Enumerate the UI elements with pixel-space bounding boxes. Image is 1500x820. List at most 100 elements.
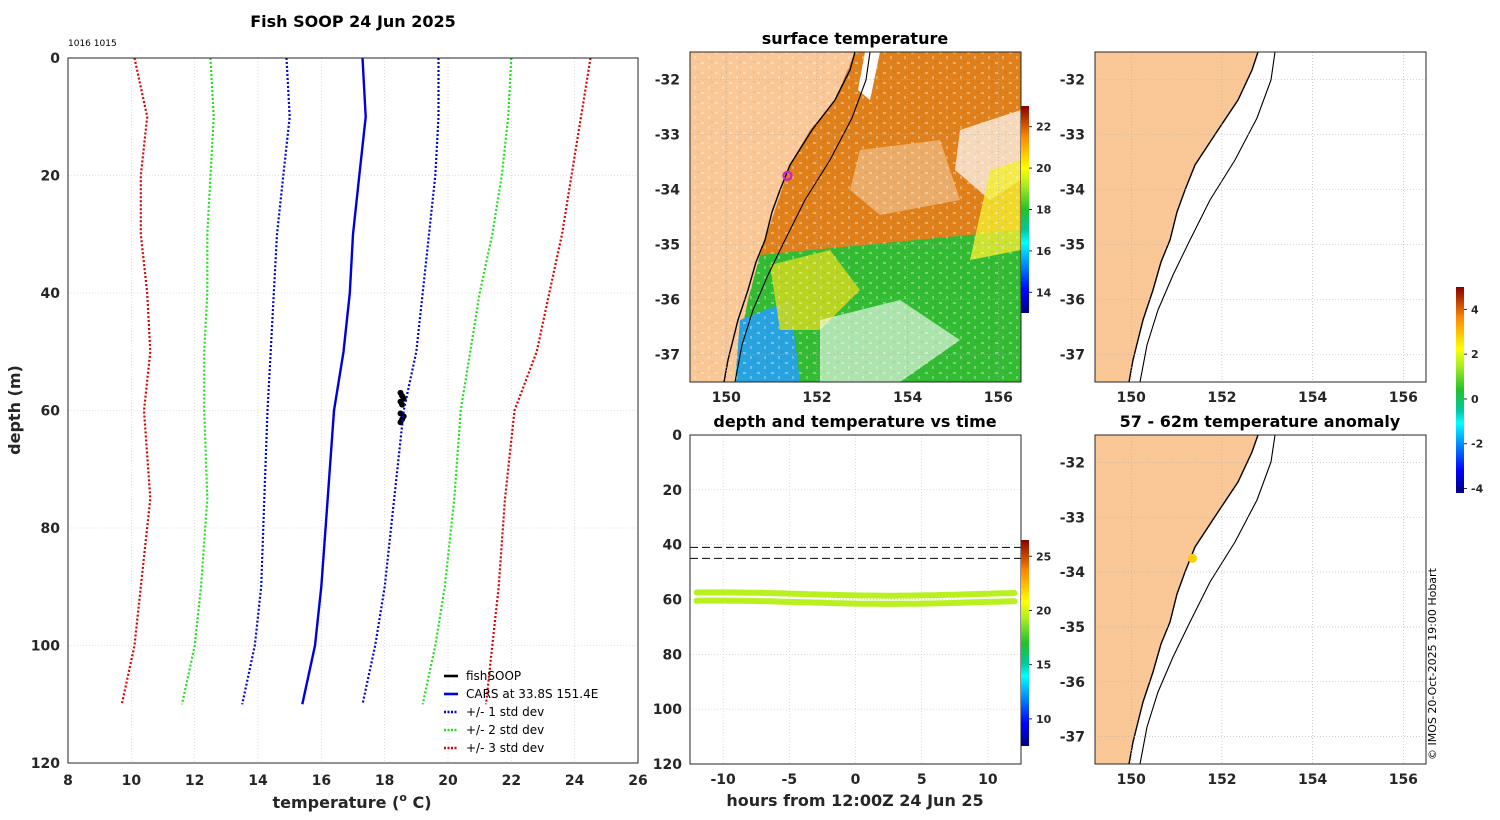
x-tick-label: 156 xyxy=(1389,772,1418,788)
temperature-track xyxy=(693,597,1018,607)
sst-map-panel: surface temperature 150 152 154 156 -32-33-… xyxy=(655,29,1052,406)
colorbar-tick-label: 15 xyxy=(1036,659,1051,672)
colorbar-tick-label: 22 xyxy=(1036,121,1051,134)
legend-label: CARS at 33.8S 151.4E xyxy=(466,687,598,701)
y-tick-label: 80 xyxy=(663,647,683,663)
sst-colorbar xyxy=(1021,106,1029,313)
profile-legend: fishSOOP CARS at 33.8S 151.4E +/- 1 std de… xyxy=(444,669,598,755)
depth-time-y-ticks: 0 20 40 60 80 100 120 xyxy=(653,428,682,773)
y-tick-label: -34 xyxy=(1060,565,1086,581)
x-tick-label: 18 xyxy=(375,773,394,789)
y-tick-label: -36 xyxy=(655,293,680,309)
y-tick-label: -35 xyxy=(655,238,680,254)
legend-label: +/- 1 std dev xyxy=(466,705,544,719)
sst-map-title: surface temperature xyxy=(762,29,949,48)
anomaly-map-top-axes-box xyxy=(1094,51,1427,383)
anomaly-map-panel: 57 - 62m temperature anomaly 150 152 154 15… xyxy=(1060,412,1427,788)
depth-time-colorbar-ticks: 25 20 15 10 xyxy=(1029,550,1052,726)
depth-time-x-label: hours from 12:00Z 24 Jun 25 xyxy=(726,791,983,810)
anomaly-map-x-ticks: 150 152 154 156 xyxy=(1117,772,1418,788)
sst-map-grid xyxy=(690,52,1021,382)
fishsoop-point xyxy=(399,401,406,408)
profile-grid xyxy=(67,57,639,764)
x-tick-label: 156 xyxy=(1389,390,1418,406)
x-tick-label: 14 xyxy=(248,773,268,789)
y-tick-label: -35 xyxy=(1060,238,1085,254)
y-tick-label: 20 xyxy=(663,483,683,499)
x-tick-label: 16 xyxy=(312,773,331,789)
series-line-4 xyxy=(120,57,152,705)
anomaly-colorbar-ticks: 4 2 0 -2 -4 xyxy=(1464,303,1484,496)
legend-label: fishSOOP xyxy=(466,669,521,683)
profile-y-ticks: 0 20 40 60 80 100 120 xyxy=(31,51,60,772)
sst-map-x-ticks: 150 152 154 156 xyxy=(712,390,1013,406)
colorbar-tick-label: 10 xyxy=(1036,713,1052,726)
x-tick-label: 152 xyxy=(1207,772,1236,788)
y-tick-label: 0 xyxy=(672,428,682,444)
colorbar-tick-label: -2 xyxy=(1471,438,1483,451)
coastline xyxy=(723,52,856,382)
y-tick-label: 60 xyxy=(663,593,683,609)
fishsoop-location-marker xyxy=(782,170,793,181)
colorbar-tick-label: 20 xyxy=(1036,162,1052,175)
coastline xyxy=(1128,435,1259,764)
y-tick-label: -33 xyxy=(1060,128,1085,144)
y-tick-label: -32 xyxy=(1060,73,1085,89)
x-tick-label: 22 xyxy=(502,773,521,789)
anomaly-map-top-grid xyxy=(1095,52,1426,382)
anomaly-map-top-x-ticks: 150 152 154 156 xyxy=(1117,390,1418,406)
profile-series xyxy=(120,57,592,705)
anomaly-map-top-y-ticks: -32 -33 -34 -35 -36 -37 xyxy=(1060,73,1086,364)
y-tick-label: -37 xyxy=(1060,348,1085,364)
sst-map-y-ticks: -32 -33 -34 -35 -36 -37 xyxy=(655,73,681,364)
profile-axes-box xyxy=(67,57,639,764)
colorbar-tick-label: 2 xyxy=(1471,348,1479,361)
y-tick-label: -32 xyxy=(1060,455,1085,471)
legend-label: +/- 3 std dev xyxy=(466,741,544,755)
y-tick-label: 80 xyxy=(41,521,61,537)
x-tick-label: 152 xyxy=(1207,390,1236,406)
anomaly-location-marker xyxy=(1187,553,1197,563)
colorbar-tick-label: 14 xyxy=(1036,286,1052,299)
colorbar-tick-label: 0 xyxy=(1471,393,1479,406)
x-tick-label: 150 xyxy=(1117,772,1146,788)
depth-time-panel: depth and temperature vs time -10 -5 0 5 10 … xyxy=(653,412,1052,810)
sst-colorbar-ticks: 14 16 18 20 22 xyxy=(1029,121,1052,299)
y-tick-label: 40 xyxy=(663,538,683,554)
anomaly-map-y-ticks: -32 -33 -34 -35 -36 -37 xyxy=(1060,455,1086,745)
land xyxy=(1095,435,1258,764)
x-tick-label: 0 xyxy=(851,772,861,788)
land xyxy=(1095,52,1258,382)
series-line-2 xyxy=(241,57,291,705)
profile-x-label: temperature (o C) xyxy=(272,791,431,812)
anomaly-map-top-panel: 150 152 154 156 -32 -33 -34 -35 -36 -37 4 2 0 -2 -4 xyxy=(1060,51,1484,496)
y-tick-label: 120 xyxy=(653,757,682,773)
depth-time-data xyxy=(690,546,1021,607)
colorbar-tick-label: 16 xyxy=(1036,245,1052,258)
depth-time-x-ticks: -10 -5 0 5 10 xyxy=(710,772,997,788)
series-line-1 xyxy=(301,57,367,705)
texture xyxy=(690,52,1021,382)
x-tick-label: 154 xyxy=(1298,772,1327,788)
profile-x-ticks: 8 10 12 14 16 18 20 22 24 26 xyxy=(63,773,648,789)
y-tick-label: -37 xyxy=(655,348,680,364)
series-line-2-upper xyxy=(361,58,440,705)
profile-id-label: 1016 1015 xyxy=(68,39,117,49)
y-tick-label: -37 xyxy=(1060,730,1085,746)
x-tick-label: 152 xyxy=(802,390,831,406)
x-tick-label: 150 xyxy=(1117,390,1146,406)
colorbar-tick-label: 20 xyxy=(1036,604,1052,617)
depth-time-title: depth and temperature vs time xyxy=(713,412,996,431)
profile-y-label: depth (m) xyxy=(5,365,24,455)
y-tick-label: 60 xyxy=(41,404,61,420)
y-tick-label: 20 xyxy=(41,169,61,185)
anomaly-map-title: 57 - 62m temperature anomaly xyxy=(1120,412,1401,431)
x-tick-label: 8 xyxy=(63,773,73,789)
x-tick-label: 154 xyxy=(1298,390,1327,406)
profile-panel: Fish SOOP 24 Jun 2025 1016 1015 8 10 12 14 1… xyxy=(5,12,648,812)
y-tick-label: -34 xyxy=(1060,183,1086,199)
temperature-track xyxy=(693,589,1018,599)
legend-label: +/- 2 std dev xyxy=(466,723,544,737)
y-tick-label: -36 xyxy=(1060,293,1085,309)
